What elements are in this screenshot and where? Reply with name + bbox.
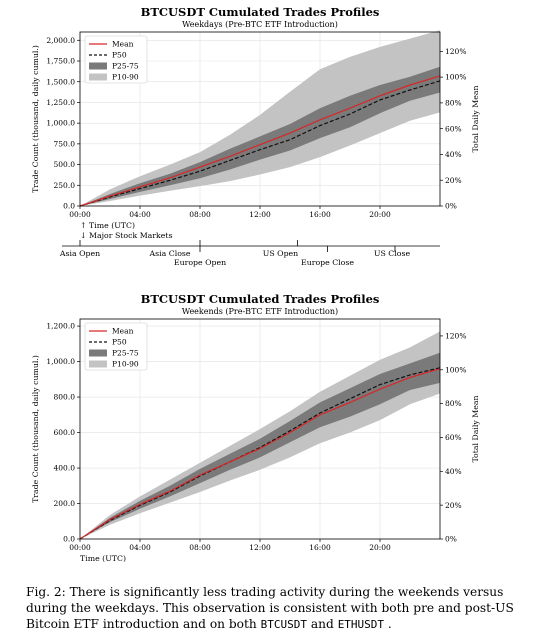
y-axis-label: Trade Count (thousand, daily cumul.) (31, 45, 40, 193)
market-label: Europe Open (174, 258, 226, 267)
y-tick-label: 1,250.0 (46, 98, 75, 107)
y2-axis-label: Total Daily Mean (471, 85, 480, 152)
legend-label: P50 (112, 51, 127, 60)
caption-prefix: Fig. 2: (26, 585, 66, 599)
legend-swatch (89, 73, 107, 81)
y-tick-label: 0.0 (63, 202, 75, 211)
band-p25-75 (80, 352, 440, 539)
y-tick-label: 600.0 (54, 428, 76, 437)
market-label: Asia Close (148, 249, 190, 258)
band-p10-90 (80, 30, 440, 206)
y2-tick-label: 20% (445, 176, 462, 185)
y-tick-label: 200.0 (54, 499, 76, 508)
y-axis-label: Trade Count (thousand, daily cumul.) (31, 355, 40, 503)
x-tick-label: 04:00 (129, 210, 151, 219)
legend-label: Mean (112, 327, 134, 336)
legend-box (84, 322, 148, 371)
y-tick-label: 1,000.0 (46, 119, 75, 128)
y2-tick-label: 20% (445, 501, 462, 510)
series-p50-line (79, 367, 441, 540)
y2-tick-label: 120% (445, 332, 466, 341)
legend-label: P10-90 (112, 73, 139, 82)
y2-tick-label: 80% (445, 98, 462, 107)
y2-tick-label: 100% (445, 365, 466, 374)
y2-tick-label: 60% (445, 124, 462, 133)
market-label: US Close (374, 249, 411, 258)
y2-tick-label: 60% (445, 433, 462, 442)
chart-1: BTCUSDT Cumulated Trades ProfilesWeekday… (31, 5, 480, 267)
x-tick-label: 04:00 (129, 543, 151, 552)
caption-code-ethusdt: ETHUSDT (337, 618, 385, 631)
x-tick-label: 00:00 (69, 543, 91, 552)
legend-label: P50 (112, 338, 127, 347)
y-tick-label: 800.0 (54, 393, 76, 402)
y-tick-label: 1,000.0 (46, 357, 75, 366)
x-tick-label: 08:00 (189, 210, 211, 219)
x-axis-label-markets: ↓ Major Stock Markets (80, 231, 173, 240)
x-tick-label: 12:00 (249, 210, 271, 219)
y-tick-label: 2,000.0 (46, 36, 75, 45)
caption-end: . (387, 617, 392, 631)
legend-label: P25-75 (112, 62, 139, 71)
legend: Mean P50 P25-75 P10-90 (84, 322, 148, 371)
y-tick-label: 1,200.0 (46, 322, 75, 331)
y-tick-label: 1,500.0 (46, 77, 75, 86)
y-tick-label: 500.0 (54, 160, 76, 169)
figure-caption: Fig. 2: There is significantly less trad… (26, 584, 516, 633)
legend-label: P25-75 (112, 349, 139, 358)
y2-tick-label: 40% (445, 467, 462, 476)
chart-2: BTCUSDT Cumulated Trades ProfilesWeekend… (31, 292, 480, 563)
x-tick-label: 16:00 (309, 543, 331, 552)
x-tick-label: 20:00 (369, 210, 391, 219)
series-p50-line (79, 80, 441, 207)
y2-tick-label: 100% (445, 73, 466, 82)
y2-tick-label: 120% (445, 47, 466, 56)
x-tick-label: 00:00 (69, 210, 91, 219)
y2-tick-label: 40% (445, 150, 462, 159)
x-axis-label: Time (UTC) (80, 554, 126, 563)
x-axis-label: ↑ Time (UTC) (80, 221, 135, 230)
series-mean-line (79, 75, 441, 207)
legend-swatch (89, 349, 107, 357)
x-tick-label: 20:00 (369, 543, 391, 552)
legend-label: P10-90 (112, 360, 139, 369)
x-tick-label: 12:00 (249, 543, 271, 552)
legend-label: Mean (112, 40, 134, 49)
band-p25-75 (80, 66, 440, 206)
legend-box (84, 35, 148, 84)
caption-text: There is significantly less trading acti… (26, 585, 514, 631)
y-tick-label: 1,750.0 (46, 57, 75, 66)
y-tick-label: 0.0 (63, 535, 75, 544)
y2-tick-label: 80% (445, 399, 462, 408)
chart-title: BTCUSDT Cumulated Trades Profiles (141, 292, 380, 306)
chart-subtitle: Weekdays (Pre-BTC ETF Introduction) (182, 20, 338, 29)
chart-subtitle: Weekends (Pre-BTC ETF Introduction) (182, 307, 338, 316)
figure: BTCUSDT Cumulated Trades ProfilesWeekday… (31, 5, 480, 563)
legend: Mean P50 P25-75 P10-90 (84, 35, 148, 84)
market-label: Asia Open (59, 249, 100, 258)
legend-swatch (89, 62, 107, 70)
y-tick-label: 750.0 (54, 139, 76, 148)
y2-axis-label: Total Daily Mean (471, 395, 480, 462)
y2-tick-label: 0% (445, 535, 457, 544)
caption-and: and (310, 617, 334, 631)
x-tick-label: 08:00 (189, 543, 211, 552)
series-mean-line (79, 368, 441, 540)
y-tick-label: 400.0 (54, 464, 76, 473)
caption-code-btcusdt: BTCUSDT (260, 618, 308, 631)
x-tick-label: 16:00 (309, 210, 331, 219)
y2-tick-label: 0% (445, 202, 457, 211)
market-label: Europe Close (301, 258, 354, 267)
legend-swatch (89, 360, 107, 368)
y-tick-label: 250.0 (54, 181, 76, 190)
chart-title: BTCUSDT Cumulated Trades Profiles (141, 5, 380, 19)
market-label: US Open (263, 249, 298, 258)
